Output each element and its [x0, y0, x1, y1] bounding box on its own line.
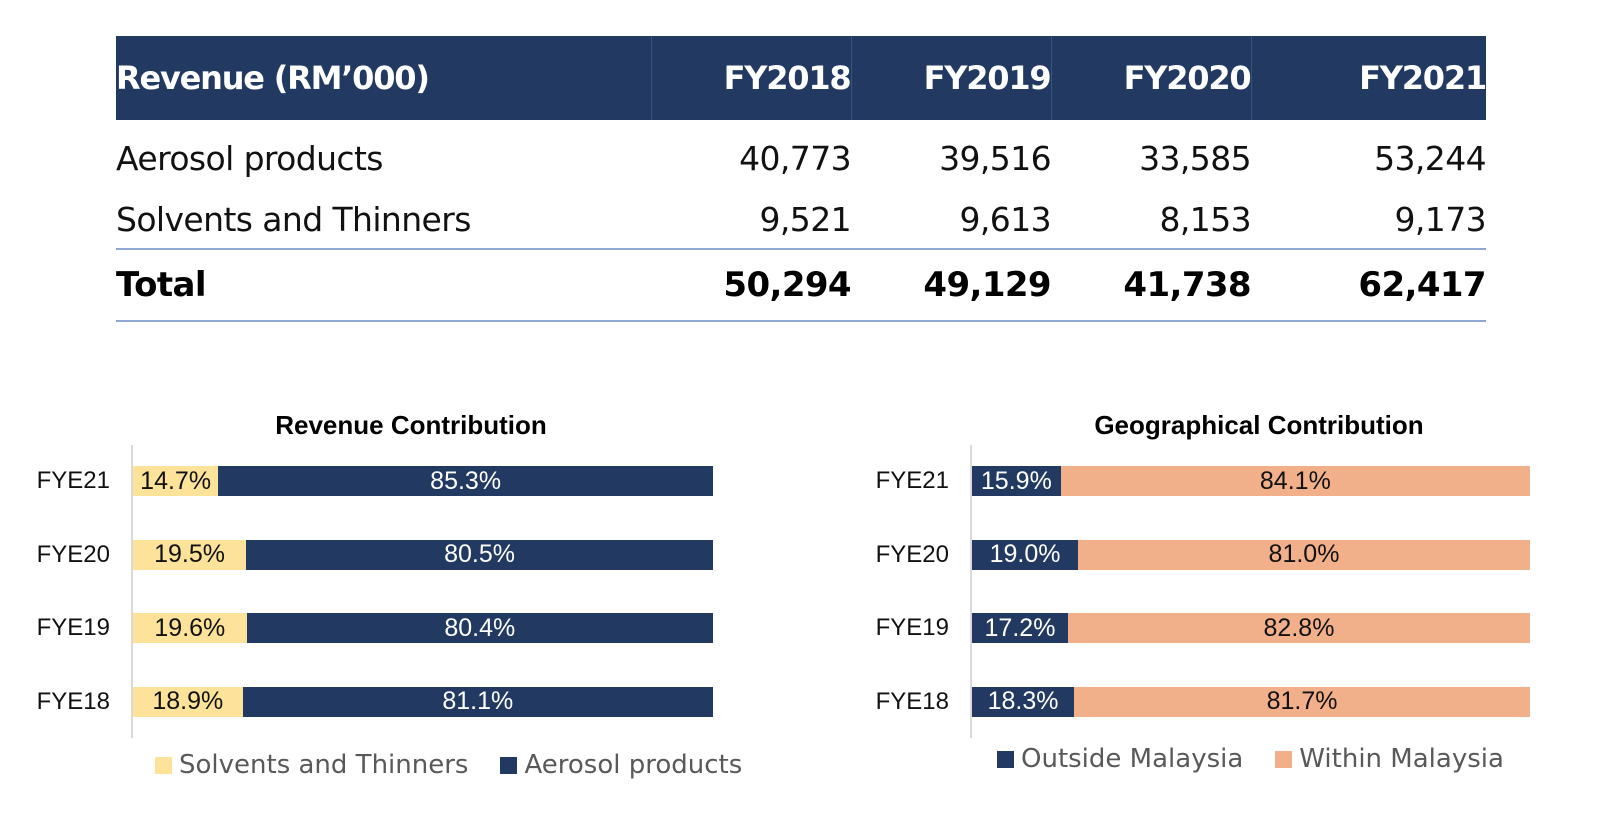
- header-fy2020: FY2020: [1051, 36, 1252, 120]
- legend-swatch-outside-malaysia: [997, 750, 1014, 768]
- chart-legend: Outside Malaysia Within Malaysia: [997, 744, 1536, 774]
- bar-segment: 81.0%: [1078, 539, 1530, 570]
- total-value: 41,738: [1051, 249, 1252, 322]
- data-label: 19.0%: [989, 540, 1061, 568]
- data-label: 84.1%: [1259, 466, 1331, 495]
- data-label: 81.0%: [1268, 540, 1340, 568]
- data-label: 85.3%: [430, 466, 502, 495]
- data-label: 81.1%: [442, 687, 514, 715]
- table-header-row: Revenue (RM’000) FY2018 FY2019 FY2020 FY…: [116, 36, 1487, 120]
- category-label: FYE18: [875, 687, 949, 715]
- category-label: FYE19: [875, 614, 949, 641]
- row-label: Aerosol products: [116, 138, 383, 178]
- data-label: 17.2%: [984, 613, 1056, 642]
- data-label: 82.8%: [1263, 613, 1335, 642]
- legend-label: Outside Malaysia: [1021, 744, 1244, 774]
- total-value: 62,417: [1251, 249, 1487, 322]
- data-label: 18.3%: [987, 687, 1059, 715]
- bar-segment: 14.7%: [133, 466, 219, 496]
- bar-segment: 81.7%: [1074, 686, 1530, 717]
- total-label: Total: [116, 249, 651, 322]
- data-label: 18.9%: [152, 687, 224, 715]
- cell-value: 53,244: [1374, 138, 1486, 178]
- bar-segment: 82.8%: [1067, 613, 1530, 643]
- category-axis-line: [970, 445, 972, 738]
- bar-segment: 17.2%: [972, 613, 1068, 643]
- table-row-solvents: Solvents and Thinners 9,521 9,613 8,153 …: [116, 190, 1487, 250]
- category-label: FYE18: [36, 687, 110, 715]
- data-label: 14.7%: [140, 466, 212, 495]
- legend-item-within-malaysia: Within Malaysia: [1275, 744, 1504, 774]
- bar-segment: 80.5%: [246, 539, 713, 570]
- cell-value: 9,521: [651, 190, 852, 250]
- legend-label: Aerosol products: [524, 750, 743, 780]
- header-fy2018: FY2018: [651, 36, 852, 120]
- category-axis-line: [131, 445, 133, 738]
- header-revenue-label: Revenue (RM’000): [116, 36, 652, 120]
- data-label: 19.5%: [154, 540, 225, 568]
- legend-swatch-aerosol: [500, 756, 518, 774]
- legend-swatch-solvents: [155, 756, 172, 774]
- category-label: FYE21: [36, 467, 110, 494]
- header-fy2021: FY2021: [1251, 36, 1487, 120]
- data-label: 80.4%: [444, 613, 516, 642]
- row-label: Solvents and Thinners: [116, 190, 651, 250]
- data-label: 80.5%: [444, 540, 515, 568]
- cell-value: 33,585: [1139, 138, 1251, 178]
- chart-title: Revenue Contribution: [275, 410, 547, 440]
- legend-item-aerosol: Aerosol products: [500, 750, 742, 780]
- bar-segment: 81.1%: [242, 686, 713, 717]
- legend-label: Within Malaysia: [1299, 744, 1504, 774]
- table-row-total: Total 50,294 49,129 41,738 62,417: [116, 249, 1487, 322]
- category-label: FYE20: [36, 540, 110, 568]
- category-label: FYE21: [875, 467, 949, 494]
- bar-segment: 19.0%: [972, 539, 1079, 570]
- bar-segment: 84.1%: [1060, 466, 1530, 496]
- bar-segment: 19.5%: [133, 539, 247, 570]
- cell-value: 39,516: [939, 138, 1051, 178]
- total-value: 49,129: [851, 249, 1052, 322]
- cell-value: 8,153: [1051, 190, 1252, 250]
- data-label: 81.7%: [1266, 687, 1338, 715]
- data-label: 19.6%: [154, 613, 226, 642]
- cell-value: 9,613: [851, 190, 1052, 250]
- chart-legend: Solvents and Thinners Aerosol products: [155, 750, 774, 780]
- legend-label: Solvents and Thinners: [179, 750, 469, 780]
- legend-swatch-within-malaysia: [1275, 750, 1293, 768]
- bar-segment: 18.9%: [133, 686, 243, 717]
- data-label: 15.9%: [980, 466, 1052, 495]
- legend-item-solvents: Solvents and Thinners: [155, 750, 468, 780]
- category-label: FYE20: [875, 540, 949, 568]
- bar-segment: 19.6%: [133, 613, 247, 643]
- legend-item-outside-malaysia: Outside Malaysia: [997, 744, 1243, 774]
- bar-segment: 80.4%: [246, 613, 713, 643]
- header-fy2019: FY2019: [851, 36, 1052, 120]
- revenue-table: Revenue (RM’000) FY2018 FY2019 FY2020 FY…: [116, 36, 1487, 322]
- cell-value: 40,773: [739, 138, 851, 178]
- bar-segment: 85.3%: [218, 466, 713, 496]
- table-row-aerosol: Aerosol products 40,773 39,516 33,585 53…: [116, 120, 1487, 190]
- bar-segment: 18.3%: [972, 686, 1075, 717]
- chart-title: Geographical Contribution: [1094, 410, 1424, 440]
- cell-value: 9,173: [1251, 190, 1487, 250]
- bar-segment: 15.9%: [972, 466, 1061, 496]
- category-label: FYE19: [36, 614, 110, 641]
- total-value: 50,294: [651, 249, 852, 322]
